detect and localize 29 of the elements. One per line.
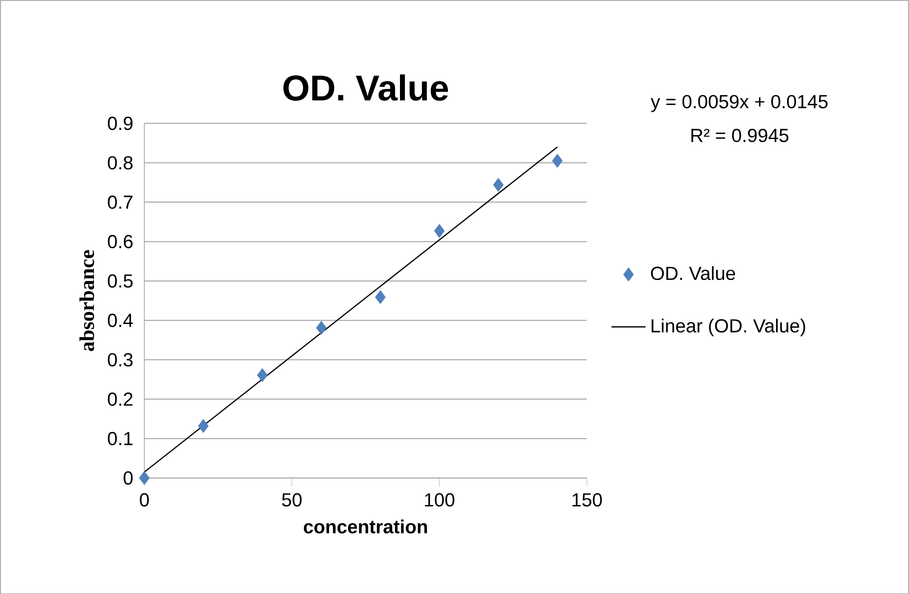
y-tick-label: 0.9 [108,116,132,130]
y-tick-label: 0.5 [108,274,133,288]
point [198,418,209,433]
y-tick-label: 0.1 [108,432,132,446]
point [434,224,445,238]
x-axis-title: concentration [304,519,427,534]
x-tick-label: 100 [425,492,454,506]
y-tick-label: 0.7 [108,195,132,209]
x-tick-label: 150 [572,492,602,506]
y-tick-label: 0.6 [108,234,133,248]
y-tick-label: 0.2 [108,392,132,406]
point [493,178,504,192]
chart-title: OD. Value [283,74,448,101]
point [552,154,563,168]
point [375,290,386,304]
y-tick-label: 0.3 [108,352,133,366]
point [139,471,150,485]
y-tick-label: 0.8 [108,156,133,170]
legend-label: OD. Value [650,266,736,280]
text: y = 0.0059x + 0.0145 [650,94,828,112]
legend-label: Linear (OD. Value) [652,318,806,336]
x-tick-label: 0 [140,492,149,506]
point [257,368,268,382]
y-tick-label: 0.4 [108,314,133,327]
y-axis-title: absorbance [79,250,94,351]
x-tick-label: 50 [282,492,302,506]
point [316,320,327,334]
text: R² = 0.9945 [691,128,788,142]
y-tick-label: 0 [124,471,133,484]
